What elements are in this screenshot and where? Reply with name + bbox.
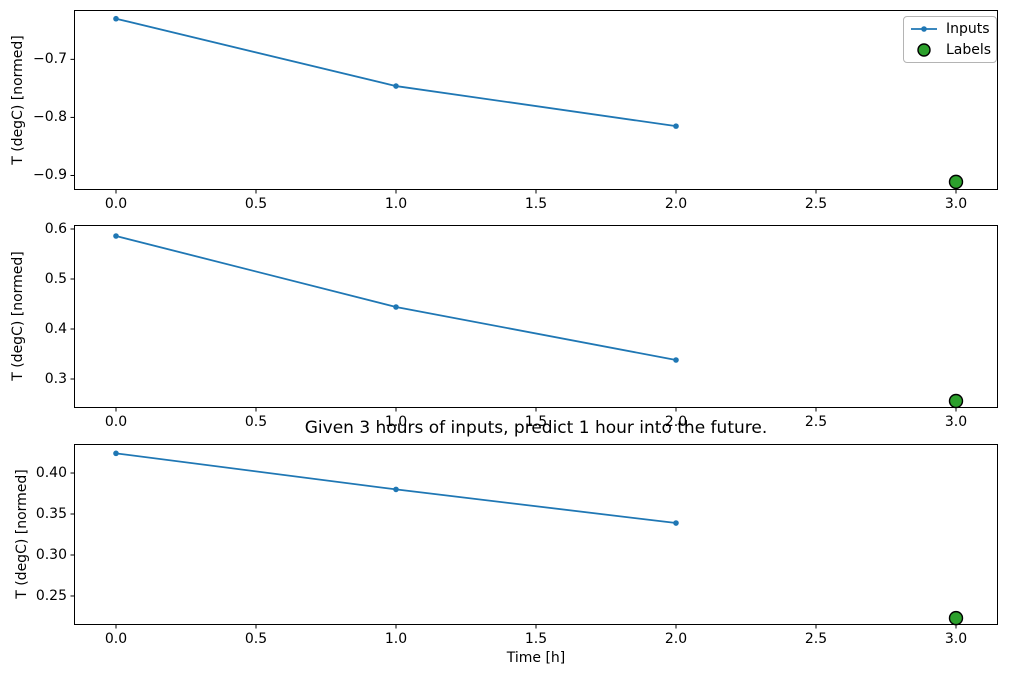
legend-label-labels: Labels bbox=[946, 42, 992, 59]
x-tick-label: 1.5 bbox=[524, 196, 548, 212]
subplot-3-ylabel: T (degC) [normed] bbox=[14, 469, 30, 599]
inputs-line-icon bbox=[911, 25, 937, 32]
x-tick-label: 0.5 bbox=[244, 196, 268, 212]
y-tick-label: 0.40 bbox=[35, 465, 67, 482]
subplot-1-ylabel: T (degC) [normed] bbox=[10, 35, 26, 165]
x-tick-label: 0.5 bbox=[244, 631, 268, 647]
subplot-2-plot bbox=[70, 225, 998, 412]
x-tick-label: 2.5 bbox=[804, 414, 828, 430]
y-tick-label: −0.7 bbox=[33, 51, 67, 68]
subplot-1-axes bbox=[70, 10, 998, 194]
x-tick-label: 3.0 bbox=[944, 414, 968, 430]
legend-label-inputs: Inputs bbox=[946, 20, 990, 37]
x-tick-label: 2.5 bbox=[804, 196, 828, 212]
x-tick-label: 2.0 bbox=[664, 196, 688, 212]
x-tick-label: 2.5 bbox=[804, 631, 828, 647]
x-tick-label: 1.0 bbox=[384, 196, 408, 212]
x-tick-label: 1.0 bbox=[384, 631, 408, 647]
x-tick-label: 1.5 bbox=[524, 631, 548, 647]
y-tick-label: 0.6 bbox=[44, 221, 67, 237]
x-tick-label: 0.0 bbox=[104, 631, 128, 647]
chart-title: Given 3 hours of inputs, predict 1 hour … bbox=[304, 418, 768, 438]
subplot-2-ylabel: T (degC) [normed] bbox=[10, 251, 26, 381]
subplot-2-axes bbox=[70, 225, 998, 412]
y-tick-label: 0.5 bbox=[44, 271, 67, 287]
x-tick-label: 2.0 bbox=[664, 414, 688, 430]
labels-marker-icon bbox=[917, 43, 931, 57]
x-tick-label: 1.5 bbox=[524, 414, 548, 430]
y-tick-label: −0.8 bbox=[33, 109, 67, 126]
y-tick-label: 0.35 bbox=[35, 506, 67, 522]
subplot-3-axes bbox=[70, 444, 998, 629]
x-tick-label: 0.0 bbox=[104, 196, 128, 212]
y-tick-label: 0.25 bbox=[35, 587, 67, 604]
subplot-1-plot bbox=[70, 10, 998, 194]
y-tick-label: 0.30 bbox=[35, 546, 67, 563]
subplot-3-plot bbox=[70, 444, 998, 629]
y-tick-label: 0.4 bbox=[44, 321, 67, 337]
x-tick-label: 0.5 bbox=[244, 414, 268, 430]
legend-entry-inputs: Inputs bbox=[910, 19, 990, 39]
x-axis-label: Time [h] bbox=[506, 650, 566, 666]
x-tick-label: 3.0 bbox=[944, 196, 968, 212]
legend-entry-labels: Labels bbox=[910, 41, 992, 61]
x-tick-label: 1.0 bbox=[384, 414, 408, 430]
x-tick-label: 0.0 bbox=[104, 414, 128, 430]
x-tick-label: 2.0 bbox=[664, 631, 688, 647]
y-tick-label: 0.3 bbox=[44, 371, 67, 387]
x-tick-label: 3.0 bbox=[944, 631, 968, 647]
legend: Inputs Labels bbox=[903, 16, 997, 63]
y-tick-label: −0.9 bbox=[33, 167, 67, 184]
